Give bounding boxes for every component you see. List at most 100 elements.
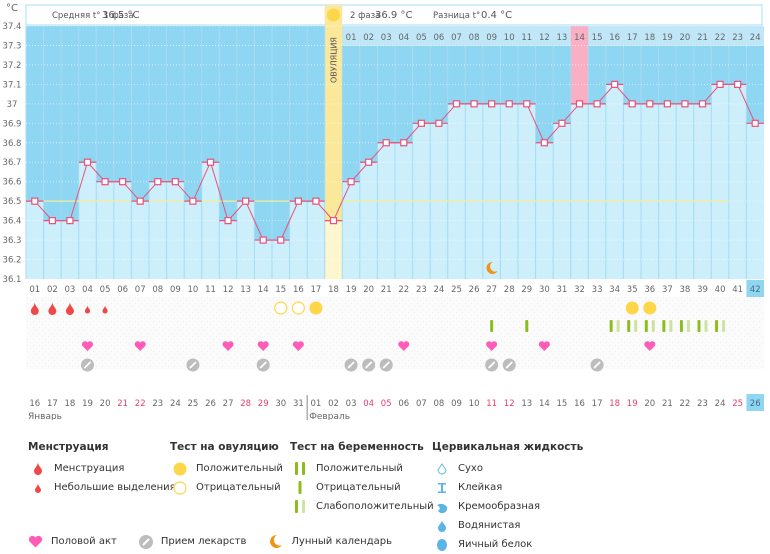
temperature-point[interactable] bbox=[171, 178, 179, 186]
temperature-point[interactable] bbox=[417, 119, 425, 127]
pregnancy-test-weak-line-icon bbox=[662, 320, 666, 332]
pregnancy-test-negative-icon bbox=[525, 320, 529, 332]
calendar-date: 18 bbox=[65, 399, 76, 409]
temperature-point[interactable] bbox=[698, 100, 707, 108]
pill-stripe bbox=[189, 361, 197, 369]
pregnancy-test-weak-line-icon bbox=[651, 320, 655, 332]
temperature-point[interactable] bbox=[83, 158, 92, 166]
y-axis-unit: °C bbox=[6, 3, 18, 14]
temperature-bar bbox=[43, 220, 62, 279]
calendar-date: 10 bbox=[469, 399, 480, 409]
cycle-day-label: 08 bbox=[152, 285, 163, 295]
temperature-point[interactable] bbox=[435, 119, 443, 127]
cycle-day-label: 19 bbox=[346, 285, 357, 295]
temperature-point[interactable] bbox=[101, 178, 109, 186]
phase2-day-label: 10 bbox=[504, 33, 515, 43]
calendar-date: 25 bbox=[732, 399, 743, 409]
temperature-point[interactable] bbox=[452, 100, 461, 108]
temperature-point[interactable] bbox=[382, 139, 390, 147]
calendar-date: 16 bbox=[29, 399, 40, 409]
calendar-date: 22 bbox=[135, 399, 146, 409]
cycle-day-label: 12 bbox=[223, 285, 234, 295]
temperature-point[interactable] bbox=[593, 100, 601, 108]
temperature-point[interactable] bbox=[751, 119, 759, 127]
temperature-point[interactable] bbox=[31, 197, 39, 205]
cycle-day-label: 17 bbox=[311, 285, 322, 295]
temperature-point[interactable] bbox=[329, 217, 338, 225]
temperature-point[interactable] bbox=[242, 197, 250, 205]
temperature-bar bbox=[26, 201, 44, 279]
temperature-point[interactable] bbox=[365, 158, 373, 166]
pregnancy-test-weak-line-icon bbox=[627, 320, 631, 332]
ovulation-label: ОВУЛЯЦИЯ bbox=[330, 37, 339, 83]
calendar-date: 23 bbox=[152, 399, 163, 409]
moon-icon bbox=[486, 261, 498, 274]
temperature-bar bbox=[324, 220, 343, 279]
temperature-point[interactable] bbox=[154, 178, 162, 186]
temperature-point[interactable] bbox=[558, 119, 566, 127]
temperature-point[interactable] bbox=[628, 100, 636, 108]
temperature-point[interactable] bbox=[400, 139, 408, 147]
pregnancy-test-weak-line-icon bbox=[609, 320, 613, 332]
cycle-day-label: 40 bbox=[715, 285, 726, 295]
temperature-point[interactable] bbox=[277, 236, 285, 244]
cycle-day-label: 23 bbox=[416, 285, 427, 295]
temperature-point[interactable] bbox=[663, 100, 671, 108]
temperature-point[interactable] bbox=[540, 139, 548, 147]
legend-label: Кремообразная bbox=[458, 501, 541, 512]
pill-stripe bbox=[347, 361, 355, 369]
temperature-point[interactable] bbox=[206, 158, 215, 166]
temperature-bar bbox=[711, 84, 729, 279]
temperature-point[interactable] bbox=[575, 100, 584, 108]
temperature-point[interactable] bbox=[312, 197, 320, 205]
phase2-day-label: 07 bbox=[451, 33, 462, 43]
temperature-point[interactable] bbox=[48, 217, 56, 225]
ovulation-test-negative-icon bbox=[274, 301, 288, 315]
cycle-day-label: 18 bbox=[328, 285, 339, 295]
temperature-point[interactable] bbox=[734, 80, 742, 88]
phase1-summary-value: 36.5 °C bbox=[102, 10, 139, 21]
phase2-day-label: 01 bbox=[346, 33, 357, 43]
phase2-day-label: 13 bbox=[557, 33, 568, 43]
temperature-bar bbox=[518, 103, 536, 279]
cycle-day-label: 05 bbox=[100, 285, 111, 295]
temperature-point[interactable] bbox=[136, 197, 144, 205]
calendar-date: 02 bbox=[328, 399, 339, 409]
phase2-day-label: 23 bbox=[732, 33, 743, 43]
y-tick-label: 36.6 bbox=[3, 178, 22, 188]
temperature-point[interactable] bbox=[488, 100, 496, 108]
heart-icon bbox=[134, 341, 146, 351]
temperature-bar bbox=[570, 103, 589, 279]
phase2-day-label: 16 bbox=[609, 33, 620, 43]
temperature-point[interactable] bbox=[224, 217, 232, 225]
temperature-bar bbox=[658, 103, 677, 279]
temperature-point[interactable] bbox=[470, 100, 478, 108]
legend-label: Клейкая bbox=[458, 482, 503, 493]
temperature-point[interactable] bbox=[66, 217, 74, 225]
temperature-point[interactable] bbox=[347, 178, 355, 186]
temperature-point[interactable] bbox=[119, 178, 127, 186]
legend-ovulation-test: Тест на овуляцию Положительный Отрицател… bbox=[170, 441, 283, 497]
temperature-point[interactable] bbox=[646, 100, 654, 108]
phase2-summary-value: 36.9 °C bbox=[375, 10, 412, 21]
temperature-point[interactable] bbox=[716, 80, 724, 88]
temperature-point[interactable] bbox=[259, 236, 267, 244]
temperature-point[interactable] bbox=[611, 80, 619, 88]
temperature-point[interactable] bbox=[681, 100, 689, 108]
ovulation-test-positive-icon bbox=[309, 301, 323, 315]
temperature-point[interactable] bbox=[505, 100, 513, 108]
pill-stripe bbox=[259, 361, 267, 369]
calendar-date: 19 bbox=[627, 399, 638, 409]
temperature-point[interactable] bbox=[523, 100, 531, 108]
cycle-day-label: 06 bbox=[117, 285, 128, 295]
temperature-point[interactable] bbox=[294, 197, 302, 205]
small-blood-drop-icon bbox=[84, 305, 91, 314]
cycle-day-label: 36 bbox=[644, 285, 655, 295]
temperature-point[interactable] bbox=[189, 197, 197, 205]
cycle-day-label: 07 bbox=[135, 285, 146, 295]
phase2-day-label: 21 bbox=[697, 33, 708, 43]
temperature-bar bbox=[272, 240, 290, 279]
cycle-day-label: 26 bbox=[469, 285, 480, 295]
temperature-bar bbox=[289, 201, 308, 279]
legend-label: Сухо bbox=[458, 463, 483, 474]
